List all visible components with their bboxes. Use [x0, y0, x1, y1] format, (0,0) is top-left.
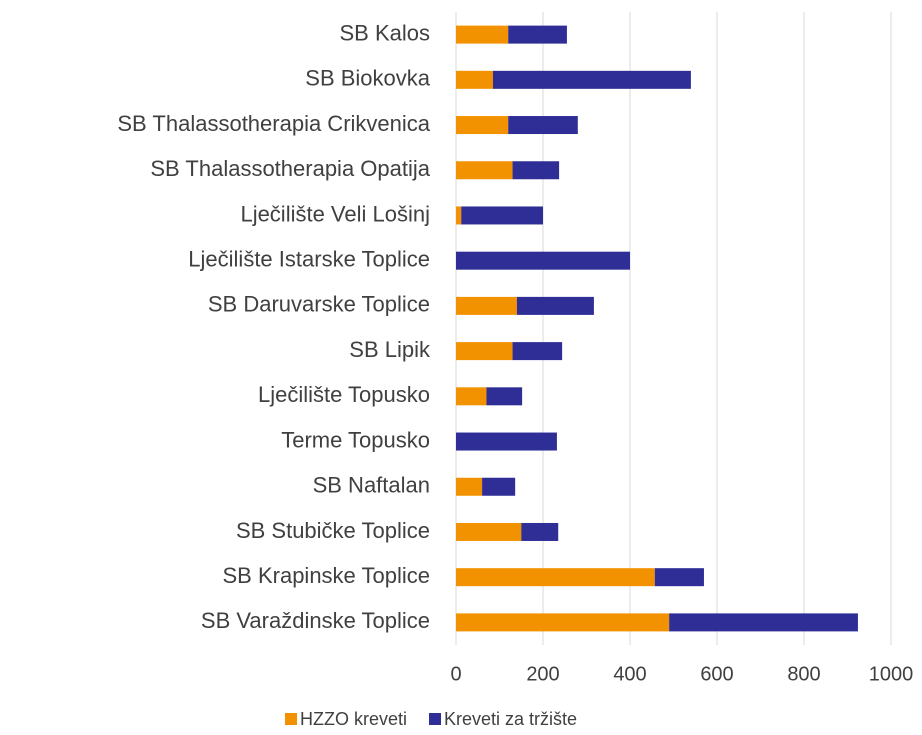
y-tick-label: Lječilište Veli Lošinj — [240, 201, 430, 226]
bar-segment — [486, 387, 523, 406]
y-tick-label: SB Daruvarske Toplice — [208, 292, 430, 317]
bar-segment — [456, 161, 513, 180]
bar-segment — [482, 477, 516, 496]
bar-segment — [456, 387, 487, 406]
bar-segment — [456, 432, 557, 451]
legend-swatch — [285, 713, 297, 725]
y-tick-label: SB Naftalan — [313, 473, 430, 498]
y-tick-label: SB Varaždinske Toplice — [201, 608, 430, 633]
x-tick-label: 600 — [700, 663, 733, 685]
bar-segment — [508, 25, 567, 44]
x-tick-label: 800 — [787, 663, 820, 685]
legend-swatch — [429, 713, 442, 725]
y-tick-label: Terme Topusko — [281, 427, 430, 452]
bar-segment — [521, 522, 559, 541]
bar-segment — [456, 477, 483, 496]
bar-segment — [456, 568, 655, 587]
x-tick-label: 0 — [450, 663, 461, 685]
bar-segment — [508, 116, 578, 135]
bar-segment — [456, 296, 517, 315]
bar-segment — [456, 522, 522, 541]
y-tick-label: SB Lipik — [349, 337, 431, 362]
bar-segment — [461, 206, 543, 225]
x-tick-label: 400 — [613, 663, 646, 685]
legend-label: Kreveti za tržište — [444, 709, 577, 729]
y-tick-label: SB Biokovka — [305, 66, 430, 91]
bar-segment — [456, 613, 670, 632]
bar-segment — [492, 70, 691, 89]
bar-segment — [456, 116, 509, 135]
y-tick-label: SB Kalos — [340, 20, 431, 45]
legend-label: HZZO kreveti — [300, 709, 407, 729]
bar-segment — [669, 613, 858, 632]
bar-segment — [516, 296, 594, 315]
bar-segment — [512, 342, 563, 361]
x-tick-label: 1000 — [869, 663, 914, 685]
bar-segment — [456, 251, 630, 270]
y-tick-label: SB Krapinske Toplice — [223, 563, 431, 588]
y-tick-label: Lječilište Topusko — [258, 382, 430, 407]
bar-segment — [512, 161, 560, 180]
bar-segment — [456, 70, 493, 89]
x-tick-label: 200 — [526, 663, 559, 685]
y-tick-label: Lječilište Istarske Toplice — [188, 246, 430, 271]
bar-segment — [456, 206, 462, 225]
y-tick-label: SB Thalassotherapia Opatija — [150, 156, 430, 181]
bar-segment — [456, 342, 513, 361]
bar-segment — [654, 568, 704, 587]
y-tick-label: SB Stubičke Toplice — [236, 518, 430, 543]
bar-segment — [456, 25, 509, 44]
y-tick-label: SB Thalassotherapia Crikvenica — [117, 111, 430, 136]
